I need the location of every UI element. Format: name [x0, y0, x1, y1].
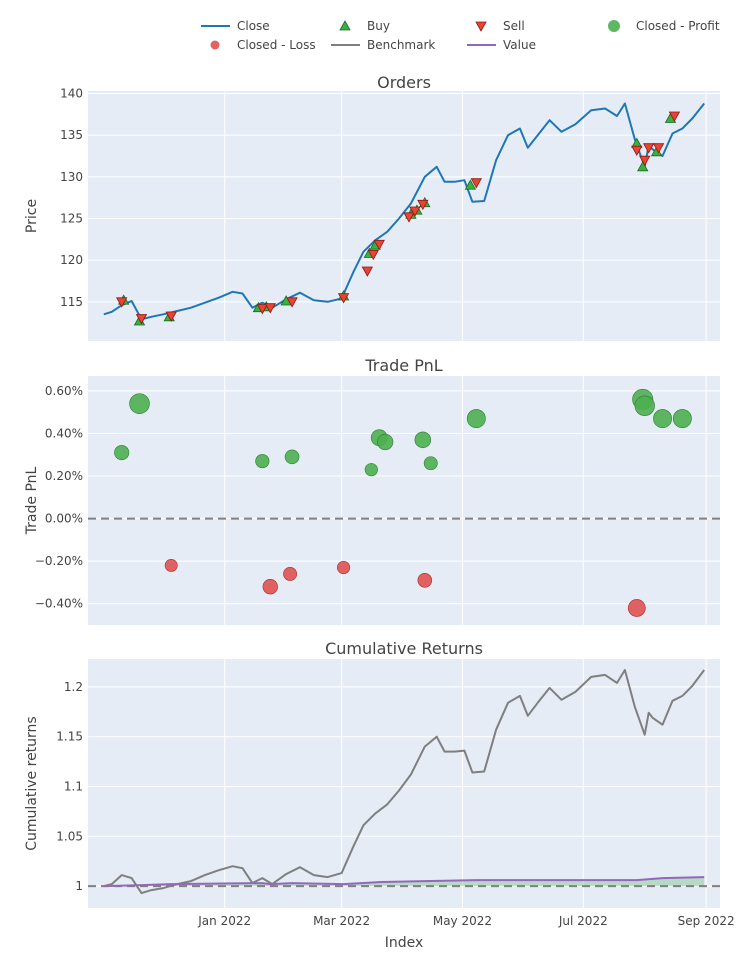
- legend-label: Close: [237, 19, 270, 33]
- y-tick-label: 1.05: [56, 829, 83, 843]
- legend-item[interactable]: Closed - Loss: [210, 38, 316, 52]
- sell-marker[interactable]: [337, 293, 350, 304]
- legend-item[interactable]: Buy: [339, 19, 390, 33]
- sell-marker[interactable]: [116, 297, 128, 308]
- y-tick-label: −0.20%: [35, 554, 83, 568]
- sell-marker[interactable]: [361, 266, 374, 277]
- x-tick-label: May 2022: [433, 914, 492, 928]
- buy-marker[interactable]: [637, 161, 649, 172]
- y-tick-label: 125: [60, 212, 83, 226]
- closed-loss-marker[interactable]: [262, 579, 278, 595]
- buy-marker[interactable]: [464, 179, 477, 190]
- sell-marker[interactable]: [135, 314, 148, 325]
- y-tick-label: 1.1: [64, 779, 83, 793]
- sell-marker[interactable]: [470, 178, 482, 189]
- closed-profit-marker[interactable]: [129, 393, 150, 414]
- sell-marker[interactable]: [367, 249, 379, 261]
- value-line: [103, 876, 705, 888]
- closed-loss-marker[interactable]: [627, 599, 646, 617]
- sell-marker[interactable]: [631, 145, 643, 156]
- legend-item[interactable]: Benchmark: [331, 38, 435, 52]
- legend-circle-swatch: [210, 40, 220, 50]
- y-tick-label: −0.40%: [35, 597, 83, 611]
- legend-item[interactable]: Closed - Profit: [608, 19, 720, 33]
- x-tick-label: Mar 2022: [313, 914, 370, 928]
- sell-marker[interactable]: [286, 297, 298, 308]
- closed-loss-marker[interactable]: [164, 558, 178, 572]
- closed-profit-marker[interactable]: [255, 454, 270, 469]
- closed-profit-marker[interactable]: [364, 463, 378, 477]
- panel-title: Trade PnL: [364, 356, 442, 375]
- orders-panel: 115 120 125 130 135 140 Orders Price: [24, 73, 720, 341]
- legend-label: Value: [503, 38, 536, 52]
- y-tick-label: 115: [60, 295, 83, 309]
- closed-loss-marker[interactable]: [337, 560, 351, 575]
- y-tick-label: 120: [60, 253, 83, 267]
- legend-label: Sell: [503, 19, 525, 33]
- y-axis-title: Price: [24, 199, 40, 233]
- y-tick-label: 0.20%: [45, 469, 83, 483]
- trade-pnl-panel: −0.40% −0.20% 0.00% 0.20% 0.40% 0.60% Trade Pn…: [24, 356, 720, 625]
- y-tick-label: 0.60%: [45, 384, 83, 398]
- y-axis-title: Trade PnL: [24, 466, 40, 535]
- sell-marker[interactable]: [417, 199, 429, 211]
- y-tick-label: 0.00%: [45, 512, 83, 526]
- y-tick-label: 135: [60, 128, 83, 142]
- closed-profit-marker[interactable]: [114, 445, 130, 461]
- y-tick-label: 130: [60, 170, 83, 184]
- legend-circle-swatch: [608, 20, 620, 32]
- y-axis-title: Cumulative returns: [24, 716, 40, 850]
- panel-title: Orders: [377, 73, 431, 92]
- close-line: [103, 102, 705, 321]
- sell-marker[interactable]: [409, 206, 421, 217]
- panel-title: Cumulative Returns: [325, 639, 483, 658]
- plot-area: [88, 91, 720, 341]
- x-tick-label: Sep 2022: [678, 914, 735, 928]
- sell-marker[interactable]: [373, 239, 385, 251]
- sell-marker[interactable]: [165, 311, 177, 322]
- closed-profit-marker[interactable]: [423, 456, 438, 471]
- closed-profit-marker[interactable]: [634, 395, 655, 416]
- closed-profit-marker[interactable]: [672, 409, 692, 429]
- closed-profit-marker[interactable]: [653, 409, 672, 429]
- closed-profit-marker[interactable]: [377, 433, 394, 451]
- sell-marker[interactable]: [264, 303, 276, 314]
- closed-profit-marker[interactable]: [414, 431, 432, 449]
- closed-loss-marker[interactable]: [417, 573, 433, 588]
- sell-marker[interactable]: [652, 143, 665, 154]
- legend-label: Closed - Profit: [636, 19, 720, 33]
- sell-marker[interactable]: [256, 304, 269, 315]
- y-tick-label: 140: [60, 87, 83, 101]
- closed-loss-marker[interactable]: [283, 567, 298, 581]
- benchmark-line: [103, 669, 706, 895]
- cumulative-returns-panel: 1 1.05 1.1 1.15 1.2 Cumulative Returns Cumulat…: [24, 639, 735, 928]
- y-tick-label: 0.40%: [45, 426, 83, 440]
- sell-marker[interactable]: [403, 212, 415, 223]
- plot-area: [88, 376, 720, 625]
- sell-marker[interactable]: [668, 111, 681, 122]
- x-tick-label: Jul 2022: [558, 914, 608, 928]
- x-tick-label: Jan 2022: [197, 914, 251, 928]
- legend-label: Closed - Loss: [237, 38, 316, 52]
- legend-item[interactable]: Sell: [475, 19, 525, 33]
- legend-sell-swatch: [475, 21, 487, 32]
- sell-marker[interactable]: [639, 155, 651, 166]
- y-tick-label: 1: [75, 879, 83, 893]
- legend-label: Buy: [367, 19, 390, 33]
- closed-profit-marker[interactable]: [284, 449, 300, 465]
- legend[interactable]: Close Buy Sell Closed - Profit Closed - Loss…: [201, 19, 720, 52]
- y-tick-label: 1.15: [56, 730, 83, 744]
- x-axis-title: Index: [385, 935, 424, 951]
- legend-item[interactable]: Close: [201, 19, 270, 33]
- y-tick-label: 1.2: [64, 680, 83, 694]
- legend-buy-swatch: [339, 20, 351, 31]
- legend-item[interactable]: Value: [467, 38, 536, 52]
- sell-marker[interactable]: [642, 143, 655, 154]
- legend-label: Benchmark: [367, 38, 435, 52]
- closed-profit-marker[interactable]: [466, 409, 486, 429]
